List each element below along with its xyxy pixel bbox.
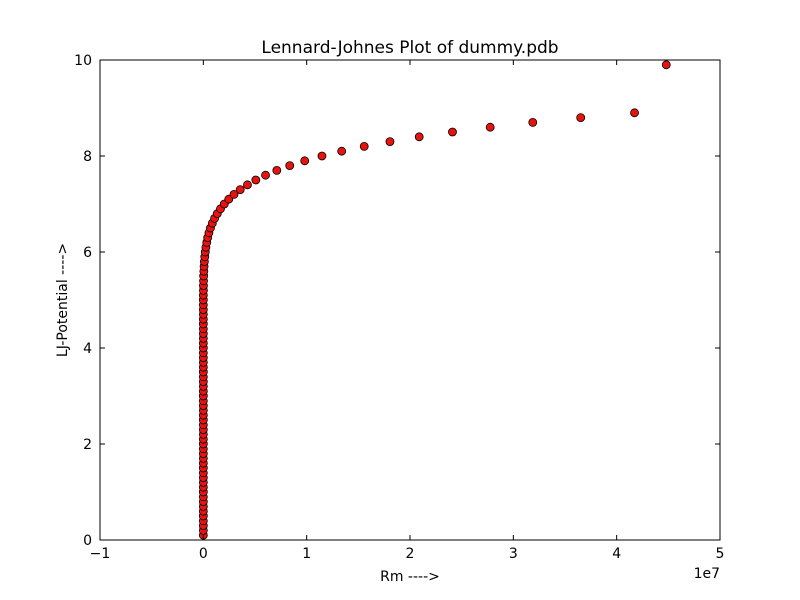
y-tick-label: 10 — [74, 53, 92, 69]
y-tick-label: 2 — [83, 437, 92, 453]
data-point — [261, 170, 270, 180]
data-point — [661, 60, 671, 70]
y-tick-label: 0 — [83, 533, 92, 549]
data-point — [300, 156, 310, 166]
data-point — [448, 127, 457, 137]
x-offset-label: 1e7 — [694, 566, 720, 582]
y-tick-label: 8 — [83, 149, 92, 165]
data-point — [576, 113, 586, 122]
x-tick-label: 2 — [406, 546, 415, 562]
x-tick-label: 5 — [716, 546, 725, 562]
x-tick-label: 1 — [302, 546, 311, 562]
y-tick-label: 4 — [83, 341, 92, 357]
plot-frame — [99, 59, 721, 541]
chart-title: Lennard-Johnes Plot of dummy.pdb — [261, 38, 558, 58]
data-point — [235, 185, 245, 195]
data-point — [630, 108, 639, 118]
data-point — [359, 141, 369, 151]
x-tick-label: 4 — [612, 546, 621, 562]
data-point — [385, 137, 395, 147]
data-point — [337, 146, 347, 156]
plot-area — [100, 60, 720, 540]
data-point — [229, 189, 239, 199]
data-point — [251, 175, 261, 185]
data-point — [243, 180, 252, 190]
data-point — [414, 132, 424, 142]
x-tick-label: −1 — [90, 546, 111, 562]
y-axis-label: LJ-Potential ----> — [55, 243, 71, 357]
y-tick-label: 6 — [83, 245, 92, 261]
x-axis-label: Rm ----> — [380, 569, 440, 585]
data-point — [285, 161, 295, 171]
data-point — [485, 122, 495, 132]
data-point — [528, 118, 538, 127]
x-tick-label: 0 — [199, 546, 208, 562]
data-point — [317, 151, 327, 161]
data-point — [272, 165, 282, 175]
x-tick-label: 3 — [509, 546, 518, 562]
points-layer — [198, 60, 671, 540]
